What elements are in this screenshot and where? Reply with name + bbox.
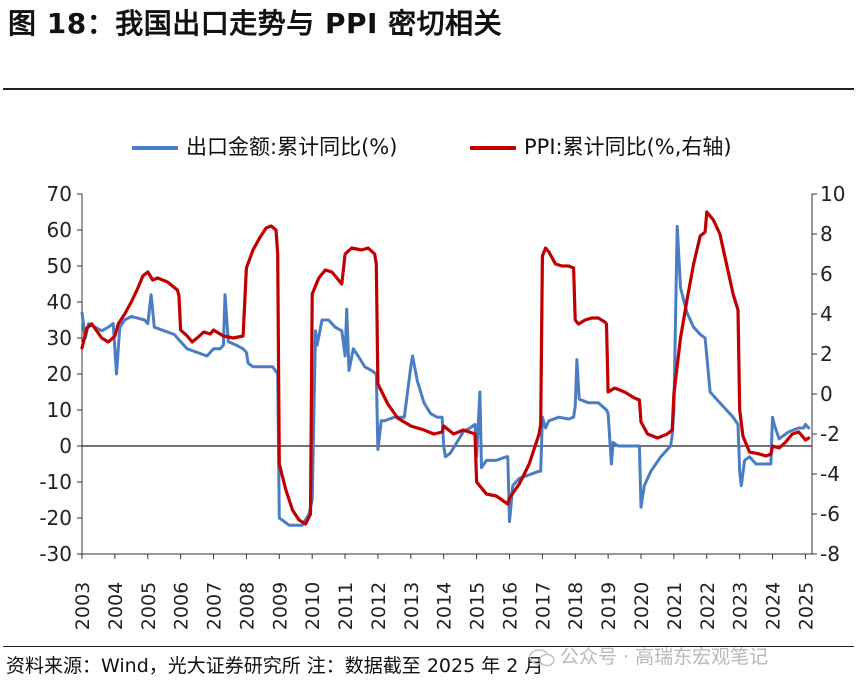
x-tick-label: 2014 (434, 582, 456, 630)
y-left-tick-label: 40 (47, 290, 72, 314)
y-right-tick-label: 10 (820, 182, 845, 206)
legend-swatch-export (132, 146, 178, 150)
x-tick-label: 2020 (631, 582, 653, 630)
y-right-tick-label: 2 (820, 342, 833, 366)
x-tick-label: 2004 (105, 582, 127, 630)
x-tick-label: 2025 (795, 582, 817, 630)
chart-title: 图 18：我国出口走势与 PPI 密切相关 (8, 7, 503, 40)
x-tick-label: 2024 (763, 582, 785, 630)
watermark: 公众号 · 高瑞东宏观笔记 (528, 644, 768, 670)
x-tick-label: 2018 (565, 582, 587, 630)
x-tick-label: 2017 (532, 582, 554, 630)
y-left-tick-label: 60 (47, 218, 72, 242)
series-line-ppi (80, 210, 811, 526)
y-right-tick-label: 6 (820, 262, 833, 286)
y-right-tick-label: 4 (820, 302, 833, 326)
x-tick-label: 2016 (499, 582, 521, 630)
y-right-tick-label: -8 (820, 542, 840, 566)
x-tick-label: 2013 (401, 582, 423, 630)
x-tick-label: 2015 (467, 582, 489, 630)
x-tick-label: 2005 (138, 582, 160, 630)
line-chart: 706050403020100-10-20-301086420-2-4-6-82… (39, 182, 845, 630)
y-left-tick-label: 70 (47, 182, 72, 206)
title-divider (3, 88, 854, 90)
x-tick-label: 2021 (664, 582, 686, 630)
x-tick-label: 2011 (335, 582, 357, 630)
x-tick-label: 2003 (72, 582, 94, 630)
x-tick-label: 2012 (368, 582, 390, 630)
y-left-tick-label: 10 (47, 398, 72, 422)
y-left-tick-label: -10 (39, 470, 72, 494)
source-divider (3, 646, 854, 647)
y-left-tick-label: 50 (47, 254, 72, 278)
x-tick-label: 2010 (302, 582, 324, 630)
y-right-tick-label: -4 (820, 462, 840, 486)
x-tick-label: 2009 (269, 582, 291, 630)
series-line-export (80, 224, 811, 527)
y-left-tick-label: 20 (47, 362, 72, 386)
x-tick-label: 2023 (730, 582, 752, 630)
wechat-icon (529, 648, 555, 666)
legend-swatch-ppi (470, 146, 516, 150)
y-left-tick-label: -20 (39, 506, 72, 530)
x-tick-label: 2022 (697, 582, 719, 630)
y-left-tick-label: 0 (59, 434, 72, 458)
legend-label-export: 出口金额:累计同比(%) (186, 135, 398, 159)
y-left-tick-label: 30 (47, 326, 72, 350)
chart-legend: 出口金额:累计同比(%) PPI:累计同比(%,右轴) (0, 130, 856, 164)
y-right-tick-label: -6 (820, 502, 840, 526)
y-left-tick-label: -30 (39, 542, 72, 566)
legend-label-ppi: PPI:累计同比(%,右轴) (524, 135, 732, 159)
x-tick-label: 2007 (204, 582, 226, 630)
watermark-text: 公众号 · 高瑞东宏观笔记 (560, 646, 769, 668)
y-right-tick-label: -2 (820, 422, 840, 446)
x-tick-label: 2019 (598, 582, 620, 630)
source-note: 资料来源：Wind，光大证券研究所 注：数据截至 2025 年 2 月 (6, 655, 544, 677)
x-tick-label: 2006 (171, 582, 193, 630)
y-right-tick-label: 0 (820, 382, 833, 406)
x-tick-label: 2008 (236, 582, 258, 630)
y-right-tick-label: 8 (820, 222, 833, 246)
